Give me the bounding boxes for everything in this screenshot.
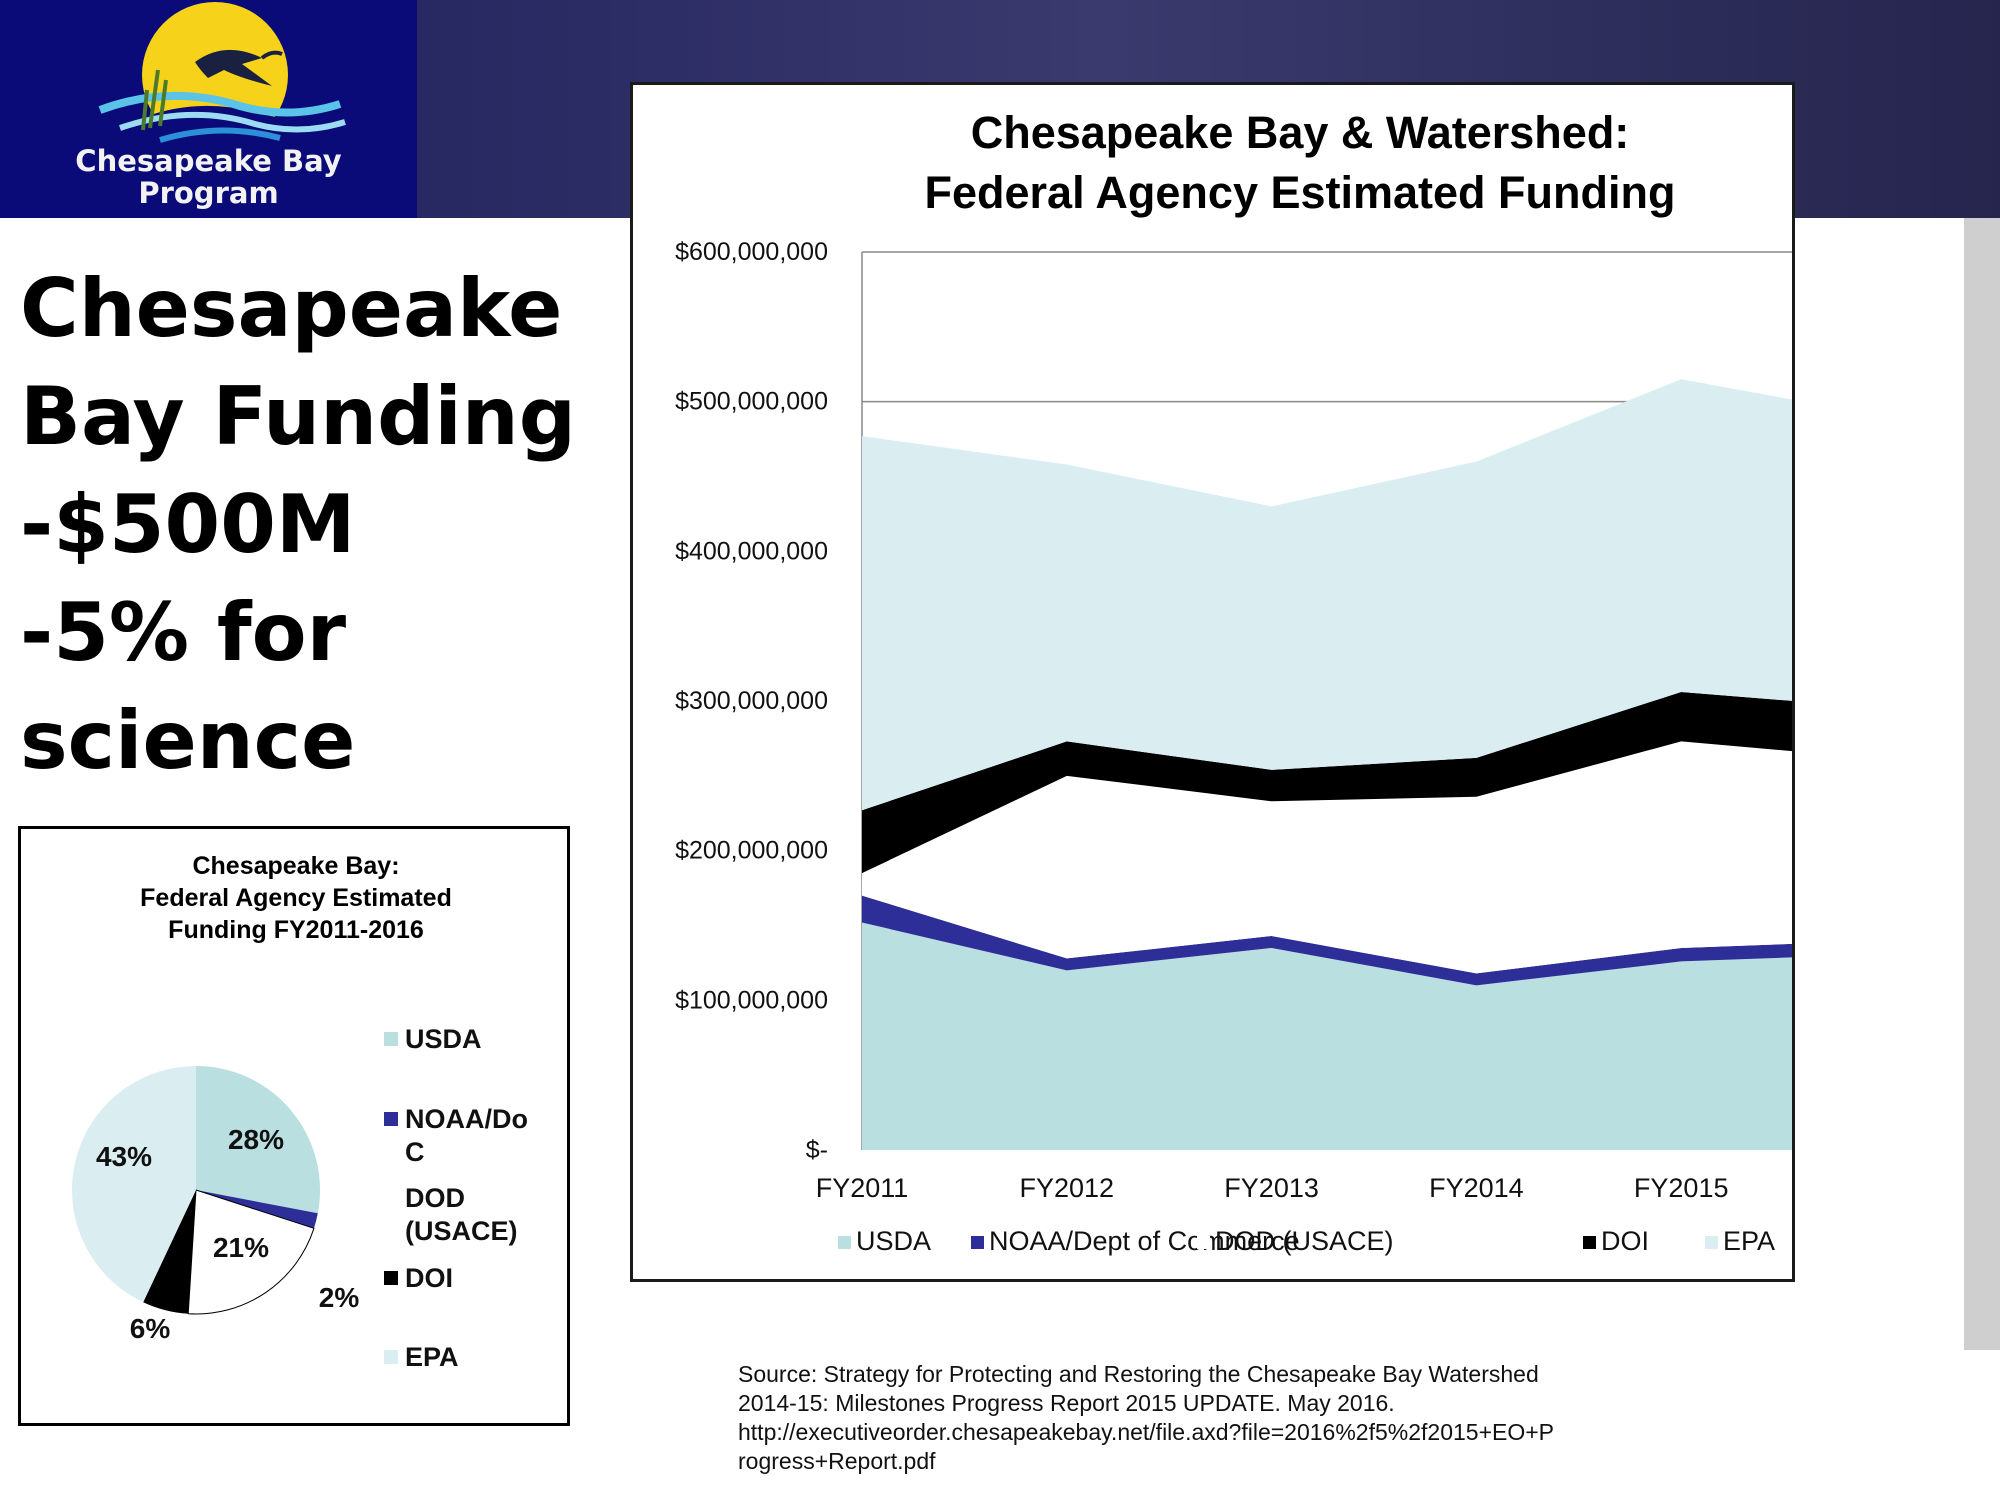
chart-title: Chesapeake Bay & Watershed: [971, 107, 1630, 158]
area-chart-panel: Chesapeake Bay & Watershed: Federal Agen… [630, 82, 1933, 1282]
y-tick-label: $600,000,000 [675, 238, 828, 266]
logo-subtitle: Program [138, 176, 279, 210]
pie-legend-label-usda: USDA [405, 1024, 482, 1054]
page-title: Chesapeake Bay Funding -$500M -5% for sc… [20, 255, 620, 795]
area-series-epa [862, 379, 1886, 811]
pie-data-label-doi: 6% [130, 1313, 171, 1344]
pie-slice-dod [187, 1189, 315, 1315]
logo-title: Chesapeake Bay [75, 144, 342, 178]
area-chart: Chesapeake Bay & Watershed: Federal Agen… [675, 107, 1933, 1256]
y-tick-label: $500,000,000 [675, 388, 828, 416]
pie-legend-label-noaa: NOAA/Do [405, 1104, 528, 1134]
source-line: 2014-15: Milestones Progress Report 2015… [738, 1390, 1395, 1416]
pie-data-label-noaa: 2% [319, 1282, 360, 1313]
area-series-dod [862, 741, 1886, 974]
legend-label-usda: USDA [856, 1226, 931, 1256]
pie-title-line: Funding FY2011-2016 [168, 916, 424, 944]
chesapeake-bay-program-logo: Chesapeake Bay Program [0, 0, 417, 218]
pie-chart: Chesapeake Bay: Federal Agency Estimated… [71, 852, 528, 1372]
source-line: Source: Strategy for Protecting and Rest… [738, 1361, 1539, 1387]
pie-slice-doi [143, 1190, 196, 1314]
pie-legend-label-epa: EPA [405, 1342, 459, 1372]
y-tick-label: $300,000,000 [675, 687, 828, 715]
pie-legend-label-noaa: C [405, 1137, 425, 1167]
pie-slice-epa [71, 1066, 196, 1303]
legend-swatch-dod [1197, 1236, 1210, 1249]
pie-title-line: Chesapeake Bay: [192, 852, 399, 880]
legend-label-noaa: NOAA/Dept of Commerce [989, 1226, 1300, 1256]
y-tick-label: $200,000,000 [675, 837, 828, 865]
pie-legend-label-doi: DOI [405, 1263, 453, 1293]
legend-label-epa: EPA [1723, 1226, 1775, 1256]
source-line: http://executiveorder.chesapeakebay.net/… [738, 1419, 1555, 1445]
x-tick-label: FY2015 [1634, 1173, 1729, 1203]
y-tick-label: $400,000,000 [675, 537, 828, 565]
side-strip [1964, 218, 2000, 1350]
source-line: rogress+Report.pdf [738, 1448, 936, 1474]
legend-swatch-noaa [971, 1236, 984, 1249]
title-line: science [20, 694, 356, 787]
pie-title-line: Federal Agency Estimated [140, 884, 452, 912]
pie-slice-usda [196, 1066, 320, 1214]
y-tick-label: $- [806, 1136, 828, 1164]
legend-label-doi: DOI [1601, 1226, 1649, 1256]
x-tick-label: FY2011 [816, 1173, 909, 1203]
legend-swatch-epa [1705, 1236, 1718, 1249]
pie-legend-swatch-noaa [384, 1112, 398, 1126]
title-line: Chesapeake [20, 262, 563, 355]
x-tick-label: FY2012 [1020, 1173, 1115, 1203]
pie-legend-label-dod: DOD [405, 1183, 465, 1213]
title-line: Bay Funding [20, 370, 576, 463]
pie-legend-label-dod: (USACE) [405, 1216, 518, 1246]
x-tick-label: FY2014 [1429, 1173, 1524, 1203]
pie-chart-panel: Chesapeake Bay: Federal Agency Estimated… [18, 826, 570, 1426]
area-series-doi [862, 692, 1886, 874]
area-series-usda [862, 922, 1886, 1150]
legend-swatch-usda [838, 1236, 851, 1249]
source-citation: Source: Strategy for Protecting and Rest… [738, 1360, 1698, 1476]
pie-legend-swatch-epa [384, 1350, 398, 1364]
heron-sun-icon [98, 2, 346, 150]
chart-subtitle: Federal Agency Estimated Funding [925, 167, 1676, 218]
area-series-noaa [862, 895, 1886, 986]
pie-legend-swatch-doi [384, 1271, 398, 1285]
legend-label-dod: DOD (USACE) [1215, 1226, 1394, 1256]
y-tick-label: $100,000,000 [675, 986, 828, 1014]
pie-data-label-usda: 28% [228, 1124, 284, 1155]
pie-legend-swatch-usda [384, 1032, 398, 1046]
legend-swatch-doi [1583, 1236, 1596, 1249]
pie-legend-swatch-dod [384, 1191, 398, 1205]
title-line: -$500M [20, 478, 356, 571]
x-tick-label: FY2013 [1224, 1173, 1319, 1203]
pie-data-label-dod: 21% [213, 1232, 269, 1263]
title-line: -5% for [20, 586, 347, 679]
pie-data-label-epa: 43% [96, 1141, 152, 1172]
